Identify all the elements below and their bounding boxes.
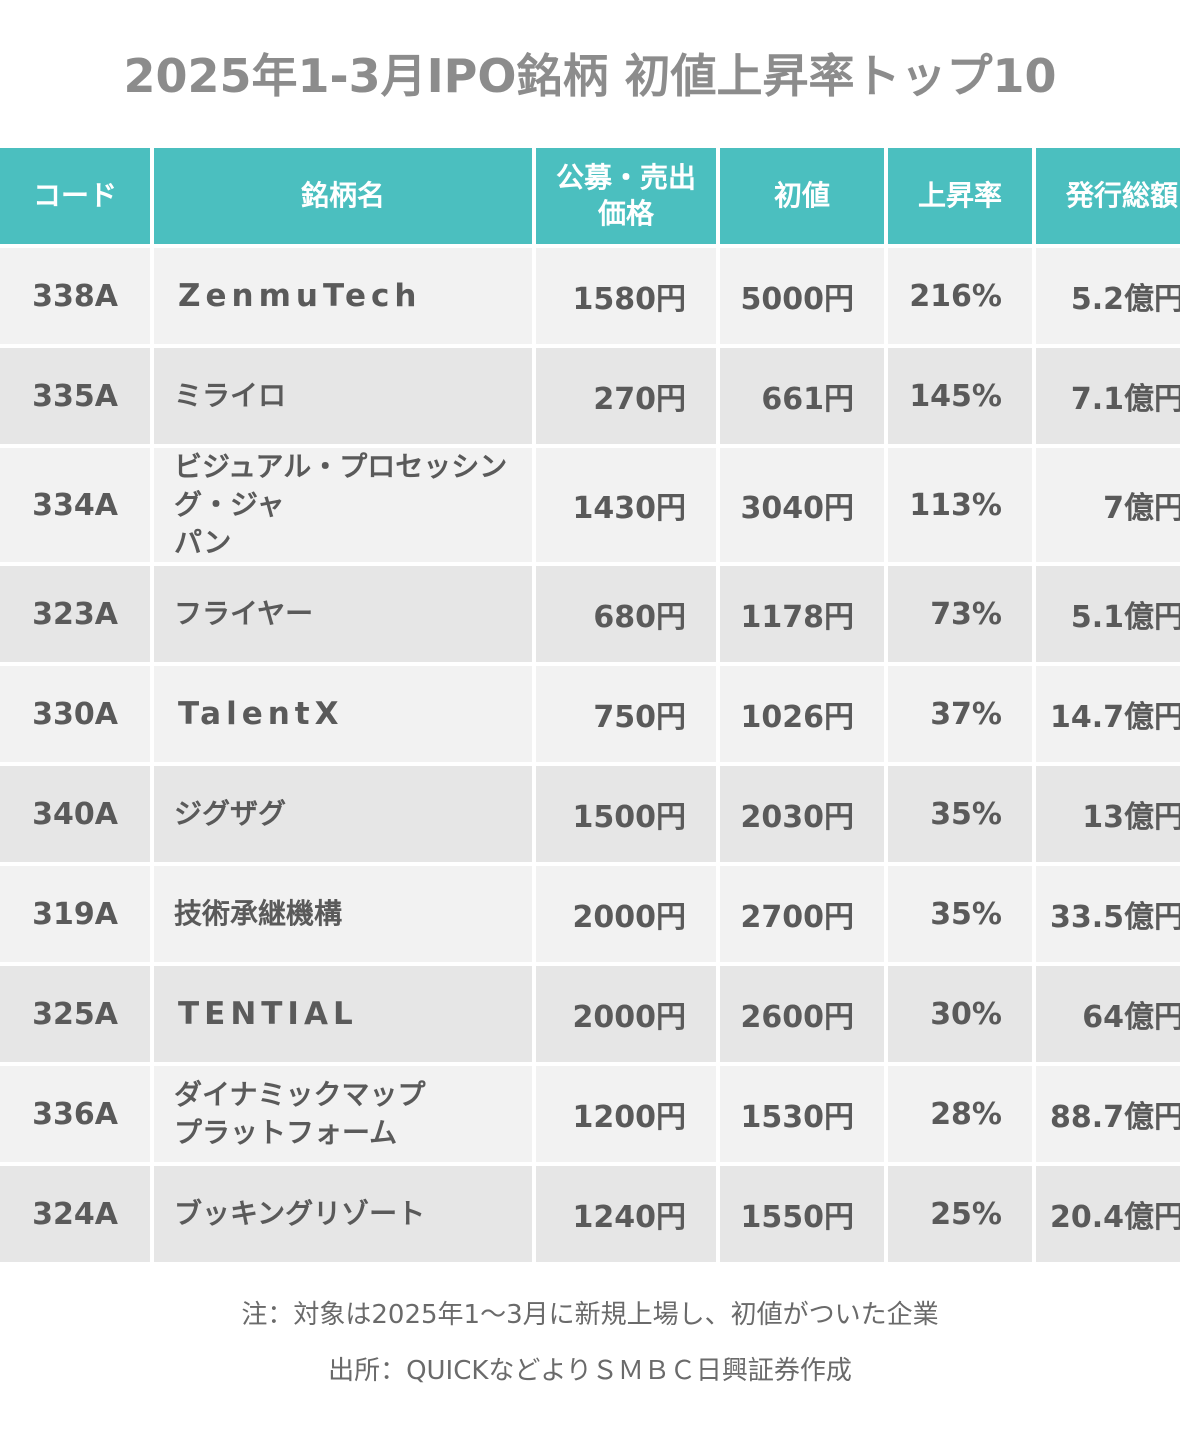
rise-cell: 25% [888, 1166, 1032, 1262]
code-cell: 330A [0, 666, 150, 762]
initial-price-cell: 5000円 [720, 248, 884, 344]
table-row: 319A 技術承継機構 2000円 2700円 35% 33.5億円 [0, 866, 1180, 962]
issue-total-cell: 13億円 [1036, 766, 1180, 862]
initial-price-cell: 1026円 [720, 666, 884, 762]
offer-price-cell: 1200円 [536, 1066, 716, 1162]
table-row: 335A ミライロ 270円 661円 145% 7.1億円 [0, 348, 1180, 444]
initial-price-cell: 1178円 [720, 566, 884, 662]
initial-price-cell: 1550円 [720, 1166, 884, 1262]
rise-cell: 145% [888, 348, 1032, 444]
name-cell: ZenmuTech [154, 248, 532, 344]
offer-price-cell: 680円 [536, 566, 716, 662]
code-cell: 340A [0, 766, 150, 862]
rise-cell: 35% [888, 866, 1032, 962]
initial-price-cell: 3040円 [720, 448, 884, 562]
issue-total-cell: 14.7億円 [1036, 666, 1180, 762]
issue-total-cell: 7.1億円 [1036, 348, 1180, 444]
name-cell: ビジュアル・プロセッシング・ジャ パン [154, 448, 532, 562]
rise-cell: 216% [888, 248, 1032, 344]
table-row: 334A ビジュアル・プロセッシング・ジャ パン 1430円 3040円 113% 7億円 [0, 448, 1180, 562]
name-cell: ブッキングリゾート [154, 1166, 532, 1262]
code-cell: 319A [0, 866, 150, 962]
initial-price-cell: 661円 [720, 348, 884, 444]
rise-cell: 35% [888, 766, 1032, 862]
ipo-table: コード 銘柄名 公募・売出価格 初値 上昇率 発行総額 338A ZenmuTec… [0, 144, 1180, 1266]
rise-cell: 113% [888, 448, 1032, 562]
offer-price-cell: 1500円 [536, 766, 716, 862]
offer-price-cell: 1580円 [536, 248, 716, 344]
name-cell: ミライロ [154, 348, 532, 444]
table-row: 336A ダイナミックマップ プラットフォーム 1200円 1530円 28% 88.7億円 [0, 1066, 1180, 1162]
issue-total-cell: 64億円 [1036, 966, 1180, 1062]
name-cell: TENTIAL [154, 966, 532, 1062]
footnote: 注：対象は2025年1〜3月に新規上場し、初値がついた企業 [241, 1300, 939, 1330]
table-row: 325A TENTIAL 2000円 2600円 30% 64億円 [0, 966, 1180, 1062]
table-body: 338A ZenmuTech 1580円 5000円 216% 5.2億円 335A ミライロ… [0, 248, 1180, 1262]
name-cell: ダイナミックマップ プラットフォーム [154, 1066, 532, 1162]
code-cell: 323A [0, 566, 150, 662]
initial-price-cell: 2600円 [720, 966, 884, 1062]
offer-price-cell: 2000円 [536, 966, 716, 1062]
header-issue-total: 発行総額 [1036, 148, 1180, 244]
code-cell: 325A [0, 966, 150, 1062]
code-cell: 335A [0, 348, 150, 444]
issue-total-cell: 7億円 [1036, 448, 1180, 562]
offer-price-cell: 750円 [536, 666, 716, 762]
offer-price-cell: 270円 [536, 348, 716, 444]
issue-total-cell: 20.4億円 [1036, 1166, 1180, 1262]
code-cell: 324A [0, 1166, 150, 1262]
initial-price-cell: 1530円 [720, 1066, 884, 1162]
table-row: 323A フライヤー 680円 1178円 73% 5.1億円 [0, 566, 1180, 662]
header-offer-price: 公募・売出価格 [536, 148, 716, 244]
header-rise: 上昇率 [888, 148, 1032, 244]
issue-total-cell: 88.7億円 [1036, 1066, 1180, 1162]
header-code: コード [0, 148, 150, 244]
table-row: 340A ジグザグ 1500円 2030円 35% 13億円 [0, 766, 1180, 862]
code-cell: 336A [0, 1066, 150, 1162]
table-row: 338A ZenmuTech 1580円 5000円 216% 5.2億円 [0, 248, 1180, 344]
header-row: コード 銘柄名 公募・売出価格 初値 上昇率 発行総額 [0, 148, 1180, 244]
source-note: 出所：QUICKなどよりＳＭＢＣ日興証券作成 [328, 1356, 852, 1386]
code-cell: 334A [0, 448, 150, 562]
code-cell: 338A [0, 248, 150, 344]
offer-price-cell: 1430円 [536, 448, 716, 562]
rise-cell: 30% [888, 966, 1032, 1062]
table-row: 330A TalentX 750円 1026円 37% 14.7億円 [0, 666, 1180, 762]
offer-price-cell: 2000円 [536, 866, 716, 962]
initial-price-cell: 2030円 [720, 766, 884, 862]
name-cell: TalentX [154, 666, 532, 762]
name-cell: フライヤー [154, 566, 532, 662]
name-cell: 技術承継機構 [154, 866, 532, 962]
issue-total-cell: 33.5億円 [1036, 866, 1180, 962]
header-name: 銘柄名 [154, 148, 532, 244]
issue-total-cell: 5.2億円 [1036, 248, 1180, 344]
header-offer-price-label: 公募・売出価格 [555, 161, 696, 230]
issue-total-cell: 5.1億円 [1036, 566, 1180, 662]
rise-cell: 28% [888, 1066, 1032, 1162]
name-cell: ジグザグ [154, 766, 532, 862]
offer-price-cell: 1240円 [536, 1166, 716, 1262]
header-initial-price: 初値 [720, 148, 884, 244]
chart-title: 2025年1-3月IPO銘柄 初値上昇率トップ10 [123, 49, 1057, 103]
rise-cell: 73% [888, 566, 1032, 662]
initial-price-cell: 2700円 [720, 866, 884, 962]
rise-cell: 37% [888, 666, 1032, 762]
table-row: 324A ブッキングリゾート 1240円 1550円 25% 20.4億円 [0, 1166, 1180, 1262]
